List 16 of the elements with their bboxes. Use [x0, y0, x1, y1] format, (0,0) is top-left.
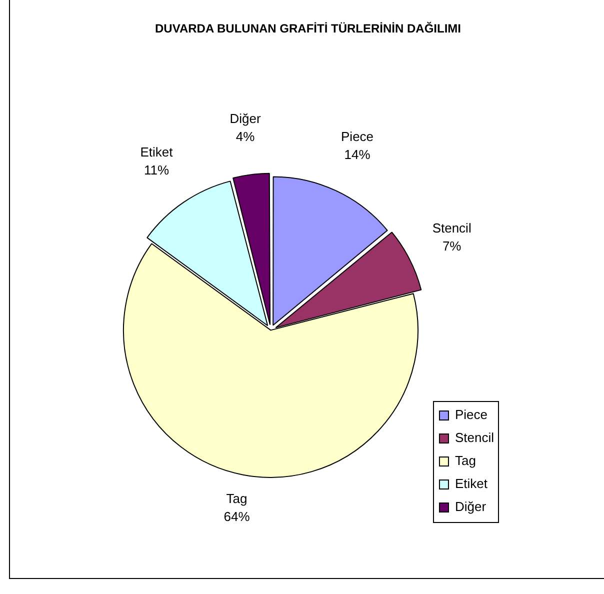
data-label: 64% — [224, 508, 250, 524]
slice-label: Diğer — [230, 111, 262, 126]
data-label: 11% — [144, 162, 170, 178]
legend-label: Stencil — [454, 430, 494, 446]
legend-label: Etiket — [454, 476, 488, 492]
slice-label: Stencil — [432, 220, 472, 236]
slice-label: Piece — [341, 128, 374, 144]
data-label: 4% — [236, 129, 256, 144]
legend-label: Tag — [454, 453, 476, 468]
legend-label: Piece — [454, 407, 488, 422]
data-label: 7% — [442, 238, 462, 254]
data-label: 14% — [344, 146, 371, 162]
slice-label: Tag — [226, 490, 248, 506]
legend-label: Diğer — [454, 499, 487, 514]
slice-label: Etiket — [140, 144, 174, 160]
chart-title: DUVARDA BULUNAN GRAFİTİ TÜRLERİNİN DAĞILIMI — [155, 22, 461, 36]
